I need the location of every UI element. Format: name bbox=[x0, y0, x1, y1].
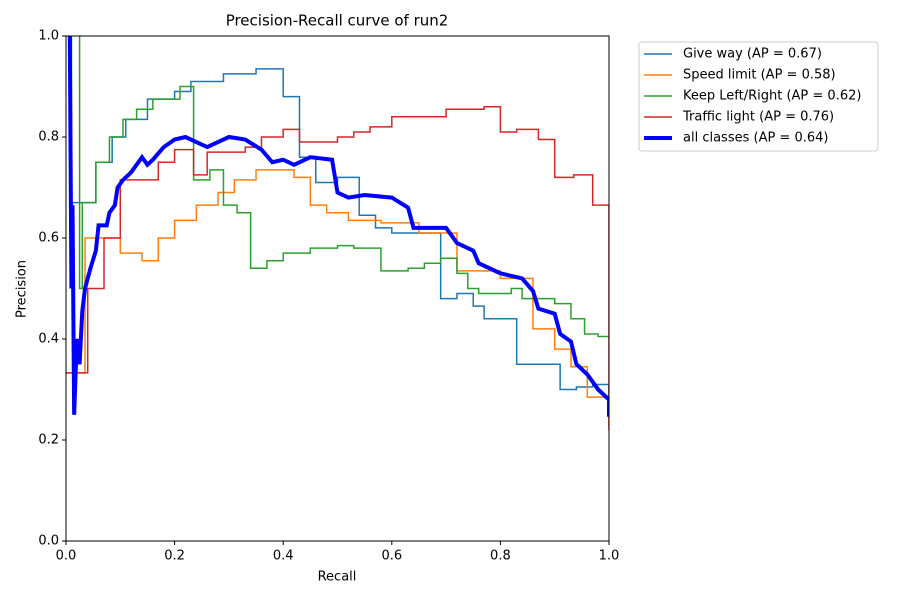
series-line bbox=[78, 36, 609, 338]
legend-box bbox=[638, 41, 879, 152]
series-line bbox=[70, 36, 609, 416]
x-tick-label: 0.0 bbox=[56, 549, 77, 564]
x-tick-label: 0.2 bbox=[164, 549, 185, 564]
legend-label: Traffic light (AP = 0.76) bbox=[682, 110, 834, 125]
y-tick-label: 0.2 bbox=[38, 433, 59, 448]
x-tick-label: 0.6 bbox=[381, 549, 402, 564]
legend-label: all classes (AP = 0.64) bbox=[683, 131, 828, 146]
y-tick-label: 0.8 bbox=[38, 130, 59, 145]
series-line bbox=[66, 105, 609, 431]
y-tick-label: 1.0 bbox=[38, 29, 59, 44]
y-tick-label: 0.4 bbox=[38, 332, 59, 347]
plot-lines bbox=[66, 36, 609, 431]
plot-frame bbox=[65, 35, 610, 542]
legend-label: Give way (AP = 0.67) bbox=[683, 47, 822, 62]
y-tick-label: 0.0 bbox=[38, 534, 59, 549]
x-tick-label: 0.4 bbox=[273, 549, 294, 564]
legend-label: Speed limit (AP = 0.58) bbox=[683, 68, 836, 83]
y-tick-label: 0.6 bbox=[38, 231, 59, 246]
series-line bbox=[67, 36, 609, 417]
y-axis-label: Precision bbox=[15, 260, 30, 318]
x-tick-label: 1.0 bbox=[599, 549, 620, 564]
chart-title: Precision-Recall curve of run2 bbox=[226, 12, 449, 30]
x-tick-label: 0.8 bbox=[490, 549, 511, 564]
x-axis-label: Recall bbox=[318, 570, 357, 585]
legend-label: Keep Left/Right (AP = 0.62) bbox=[683, 89, 861, 104]
series-line bbox=[66, 169, 609, 426]
